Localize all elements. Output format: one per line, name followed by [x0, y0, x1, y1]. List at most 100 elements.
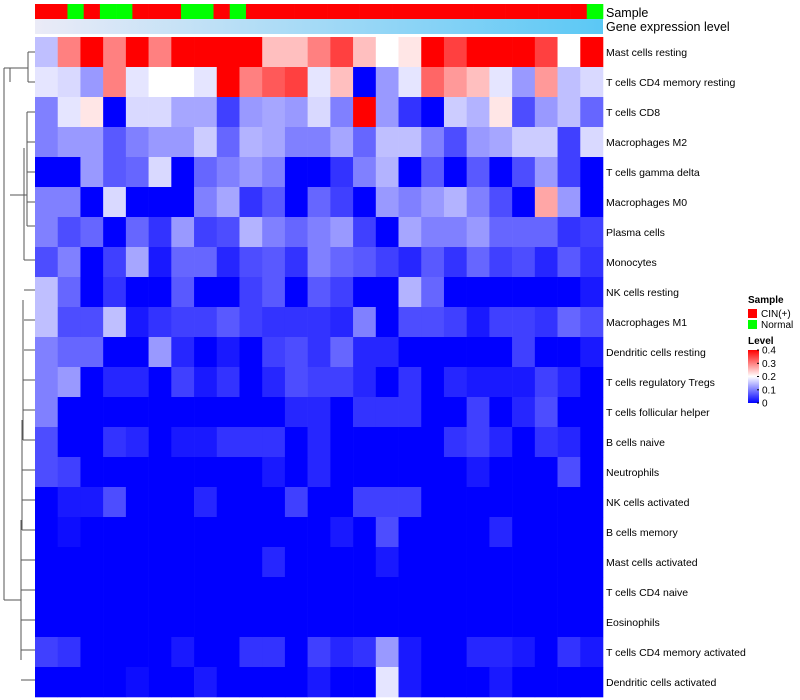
- heatmap-cell-r11-c1: [57, 367, 81, 398]
- heatmap-cell-r10-c12: [307, 337, 331, 368]
- heatmap-cell-r10-c11: [284, 337, 308, 368]
- heatmap-cell-r1-c2: [80, 67, 104, 98]
- heatmap-cell-r9-c14: [353, 307, 377, 338]
- heatmap-cell-r20-c24: [580, 637, 604, 668]
- heatmap-cell-r0-c12: [307, 37, 331, 68]
- heatmap-cell-r16-c20: [489, 517, 513, 548]
- heatmap-cell-r18-c12: [307, 577, 331, 608]
- heatmap-cell-r15-c8: [216, 487, 240, 518]
- heatmap-cell-r2-c20: [489, 97, 513, 128]
- heatmap-cell-r3-c15: [375, 127, 399, 158]
- heatmap-cell-r8-c21: [512, 277, 536, 308]
- heatmap-cell-r0-c8: [216, 37, 240, 68]
- heatmap-cell-r11-c0: [35, 367, 59, 398]
- heatmap-cell-r5-c2: [80, 187, 104, 218]
- heatmap-cell-r19-c23: [557, 607, 581, 638]
- heatmap-cell-r9-c2: [80, 307, 104, 338]
- heatmap-cell-r6-c22: [534, 217, 558, 248]
- heatmap-cell-r15-c2: [80, 487, 104, 518]
- heatmap-cell-r10-c3: [103, 337, 127, 368]
- heatmap-cell-r21-c7: [194, 667, 218, 698]
- heatmap-cell-r19-c10: [262, 607, 286, 638]
- heatmap-cell-r15-c3: [103, 487, 127, 518]
- heatmap-cell-r3-c19: [466, 127, 490, 158]
- heatmap-cell-r7-c12: [307, 247, 331, 278]
- heatmap-cell-r18-c10: [262, 577, 286, 608]
- heatmap-cell-r16-c22: [534, 517, 558, 548]
- sample-cell-9: [181, 4, 198, 19]
- heatmap-cell-r13-c15: [375, 427, 399, 458]
- row-label-7: Monocytes: [606, 257, 657, 269]
- heatmap-cell-r3-c7: [194, 127, 218, 158]
- heatmap-cell-r8-c23: [557, 277, 581, 308]
- heatmap-cell-r13-c13: [330, 427, 354, 458]
- heatmap-cell-r17-c24: [580, 547, 604, 578]
- heatmap-cell-r7-c5: [148, 247, 172, 278]
- sample-legend-title: Sample: [748, 295, 784, 306]
- heatmap-cell-r1-c7: [194, 67, 218, 98]
- heatmap-cell-r15-c18: [443, 487, 467, 518]
- heatmap-cell-r2-c22: [534, 97, 558, 128]
- heatmap-cell-r21-c0: [35, 667, 59, 698]
- sample-cell-2: [67, 4, 84, 19]
- heatmap-cell-r20-c15: [375, 637, 399, 668]
- heatmap-cell-r14-c6: [171, 457, 195, 488]
- heatmap-cell-r18-c8: [216, 577, 240, 608]
- heatmap-cell-r13-c3: [103, 427, 127, 458]
- heatmap-cell-r21-c17: [421, 667, 445, 698]
- heatmap-cell-r11-c3: [103, 367, 127, 398]
- sample-cell-8: [164, 4, 182, 19]
- heatmap-cell-r18-c3: [103, 577, 127, 608]
- heatmap-cell-r21-c13: [330, 667, 354, 698]
- heatmap-cell-r9-c5: [148, 307, 172, 338]
- heatmap-cell-r16-c17: [421, 517, 445, 548]
- sample-cell-31: [538, 4, 555, 19]
- heatmap-cell-r16-c8: [216, 517, 240, 548]
- heatmap-cell-r13-c4: [125, 427, 149, 458]
- heatmap-cell-r7-c21: [512, 247, 536, 278]
- gene-expression-annotation-bar: [35, 19, 603, 34]
- heatmap-cell-r11-c13: [330, 367, 354, 398]
- heatmap-cell-r8-c12: [307, 277, 331, 308]
- heatmap-cell-r21-c15: [375, 667, 399, 698]
- heatmap-cell-r1-c22: [534, 67, 558, 98]
- heatmap-cell-r9-c13: [330, 307, 354, 338]
- heatmap-cell-r1-c15: [375, 67, 399, 98]
- sample-cell-24: [424, 4, 442, 19]
- heatmap-cell-r6-c17: [421, 217, 445, 248]
- heatmap-cell-r19-c16: [398, 607, 422, 638]
- heatmap-cell-r1-c20: [489, 67, 513, 98]
- heatmap-cell-r6-c2: [80, 217, 104, 248]
- heatmap-cell-r15-c15: [375, 487, 399, 518]
- heatmap-cell-r3-c1: [57, 127, 81, 158]
- sample-cell-26: [456, 4, 474, 19]
- heatmap-cell-r17-c3: [103, 547, 127, 578]
- heatmap-cell-r5-c24: [580, 187, 604, 218]
- heatmap-cell-r1-c14: [353, 67, 377, 98]
- heatmap-cell-r1-c3: [103, 67, 127, 98]
- heatmap-cell-r15-c17: [421, 487, 445, 518]
- heatmap-cell-r21-c4: [125, 667, 149, 698]
- heatmap-cell-r19-c21: [512, 607, 536, 638]
- heatmap-cell-r17-c0: [35, 547, 59, 578]
- heatmap-cell-r12-c3: [103, 397, 127, 428]
- heatmap-cell-r0-c0: [35, 37, 59, 68]
- heatmap-cell-r14-c4: [125, 457, 149, 488]
- heatmap-cell-r4-c12: [307, 157, 331, 188]
- heatmap-cell-r0-c9: [239, 37, 263, 68]
- heatmap-cell-r8-c7: [194, 277, 218, 308]
- heatmap-cell-r7-c11: [284, 247, 308, 278]
- heatmap-cell-r20-c21: [512, 637, 536, 668]
- heatmap-cell-r7-c10: [262, 247, 286, 278]
- heatmap-cell-r12-c5: [148, 397, 172, 428]
- heatmap-cell-r1-c18: [443, 67, 467, 98]
- colorbar-tick-label-2: 0.2: [762, 372, 776, 383]
- heatmap-cell-r17-c5: [148, 547, 172, 578]
- heatmap-cell-r8-c2: [80, 277, 104, 308]
- legend-label-cin: CIN(+): [761, 309, 791, 320]
- heatmap-cell-r2-c18: [443, 97, 467, 128]
- heatmap-cell-r2-c5: [148, 97, 172, 128]
- heatmap-cell-r21-c9: [239, 667, 263, 698]
- heatmap-cell-r5-c6: [171, 187, 195, 218]
- heatmap-cell-r21-c10: [262, 667, 286, 698]
